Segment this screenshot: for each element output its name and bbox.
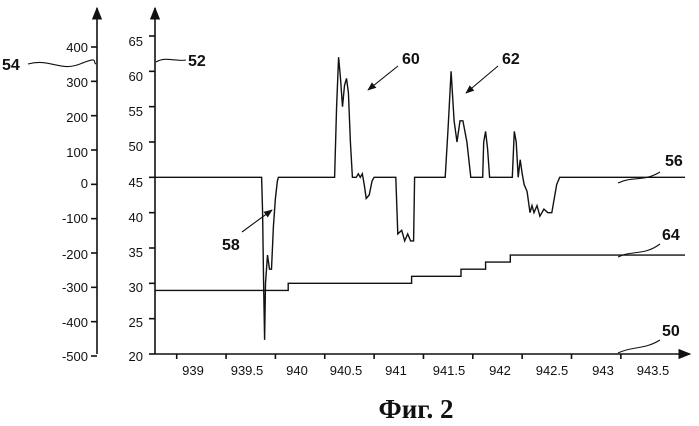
reference-numeral: 60 <box>402 51 420 68</box>
reference-label-58: 58 <box>222 210 272 254</box>
left-tick-label: -100 <box>62 211 88 226</box>
x-tick-label: 943.5 <box>637 363 670 378</box>
right-tick-labels: 65 60 55 50 45 40 35 30 25 20 <box>129 34 143 364</box>
x-tick-labels: 939 939.5 940 940.5 941 941.5 942 942.5 … <box>182 363 669 378</box>
right-tick-label: 65 <box>129 34 143 49</box>
x-tick-label: 940.5 <box>330 363 363 378</box>
right-tick-label: 35 <box>129 245 143 260</box>
reference-numeral: 64 <box>662 227 680 244</box>
left-tick-label: 200 <box>66 110 88 125</box>
left-tick-label: -400 <box>62 315 88 330</box>
left-tick-label: 400 <box>66 40 88 55</box>
x-tick-label: 942.5 <box>536 363 569 378</box>
left-tick-label: -200 <box>62 247 88 262</box>
x-tick-label: 940 <box>286 363 308 378</box>
leader-line <box>242 210 272 232</box>
right-tick-label: 30 <box>129 280 143 295</box>
right-tick-label: 20 <box>129 349 143 364</box>
reference-numeral: 62 <box>502 51 520 68</box>
leader-line <box>28 60 96 67</box>
left-tick-label: 300 <box>66 75 88 90</box>
right-tick-label: 40 <box>129 210 143 225</box>
right-tick-label: 25 <box>129 315 143 330</box>
reference-numeral: 52 <box>188 53 206 70</box>
x-tick-label: 941 <box>385 363 407 378</box>
x-tick-label: 941.5 <box>433 363 466 378</box>
left-tick-marks <box>91 47 97 356</box>
right-tick-label: 60 <box>129 69 143 84</box>
x-tick-label: 939.5 <box>231 363 264 378</box>
signal-trace <box>155 57 685 340</box>
reference-label-64: 64 <box>618 227 680 257</box>
reference-label-54: 54 <box>2 57 96 74</box>
reference-label-60: 60 <box>368 51 420 90</box>
leader-line <box>368 66 398 90</box>
left-tick-label: -500 <box>62 349 88 364</box>
reference-numeral: 54 <box>2 57 20 74</box>
leader-line <box>156 59 186 62</box>
right-tick-label: 55 <box>129 104 143 119</box>
reference-label-62: 62 <box>466 51 520 93</box>
left-tick-label: 100 <box>66 145 88 160</box>
figure-caption: Фиг. 2 <box>379 394 454 424</box>
step-trace <box>155 255 685 290</box>
leader-line <box>618 340 660 353</box>
x-tick-label: 943 <box>592 363 614 378</box>
reference-numeral: 58 <box>222 237 240 254</box>
right-tick-label: 50 <box>129 139 143 154</box>
x-tick-label: 939 <box>182 363 204 378</box>
left-tick-label: -300 <box>62 280 88 295</box>
leader-line <box>466 66 498 93</box>
right-tick-label: 45 <box>129 175 143 190</box>
reference-label-50: 50 <box>618 323 680 353</box>
reference-label-52: 52 <box>156 53 206 70</box>
reference-label-56: 56 <box>618 153 683 183</box>
left-tick-label: 0 <box>81 176 88 191</box>
left-tick-labels: 400 300 200 100 0 -100 -200 -300 -400 -5… <box>62 40 88 364</box>
x-tick-label: 942 <box>489 363 511 378</box>
reference-numeral: 50 <box>662 323 680 340</box>
reference-numeral: 56 <box>665 153 683 170</box>
right-tick-marks <box>149 36 155 354</box>
